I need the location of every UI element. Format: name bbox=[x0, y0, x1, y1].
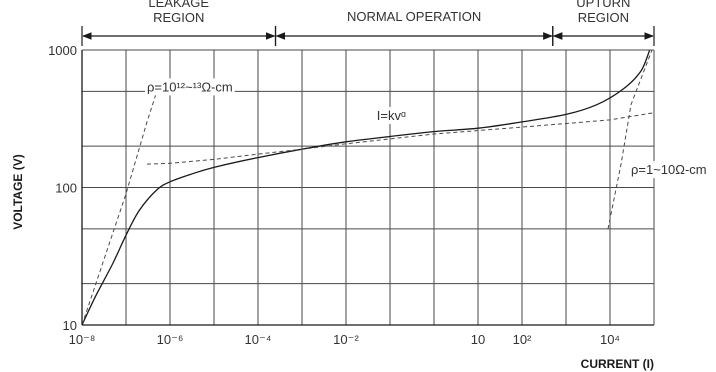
annotation-background bbox=[628, 161, 709, 179]
x-tick-label: 10 bbox=[471, 332, 485, 347]
region-label: REGION bbox=[578, 10, 629, 25]
dashed-asymptote-line bbox=[146, 112, 655, 165]
region-label: REGION bbox=[153, 10, 204, 25]
series-group bbox=[81, 49, 655, 326]
y-tick-label: 1000 bbox=[48, 43, 77, 58]
annotations: ρ=10¹²~¹³Ω-cm I=kvᵅ ρ=1~10Ω-cm bbox=[144, 78, 709, 179]
x-tick-label: 10⁻⁶ bbox=[157, 332, 184, 347]
x-tick-label: 10⁻² bbox=[333, 332, 359, 347]
x-tick-label: 10⁻⁸ bbox=[69, 332, 96, 347]
tick-labels: 10⁻⁸ 10⁻⁶ 10⁻⁴ 10⁻² 10 10² 10⁴ 10 100 1000 bbox=[48, 43, 620, 347]
y-axis-label: VOLTAGE (V) bbox=[11, 154, 25, 230]
annotation-label: I=kvᵅ bbox=[377, 108, 406, 123]
annotation-background bbox=[144, 78, 235, 96]
region-label: LEAKAGE bbox=[148, 0, 209, 10]
x-axis-label: CURRENT (I) bbox=[581, 357, 654, 371]
y-tick-label: 100 bbox=[55, 181, 77, 196]
y-tick-label: 10 bbox=[63, 318, 77, 333]
dashed-asymptote-line bbox=[81, 91, 158, 326]
annotation-label: ρ=1~10Ω-cm bbox=[631, 162, 707, 177]
annotation-label: ρ=10¹²~¹³Ω-cm bbox=[147, 79, 233, 94]
x-tick-label: 10⁻⁴ bbox=[245, 332, 272, 347]
region-label: NORMAL OPERATION bbox=[347, 9, 481, 24]
x-tick-label: 10² bbox=[513, 332, 532, 347]
region-label: UPTURN bbox=[576, 0, 630, 10]
annotation-background bbox=[374, 106, 408, 124]
dashed-asymptote-line bbox=[607, 49, 653, 229]
axes bbox=[81, 49, 655, 326]
x-tick-label: 10⁴ bbox=[600, 332, 620, 347]
